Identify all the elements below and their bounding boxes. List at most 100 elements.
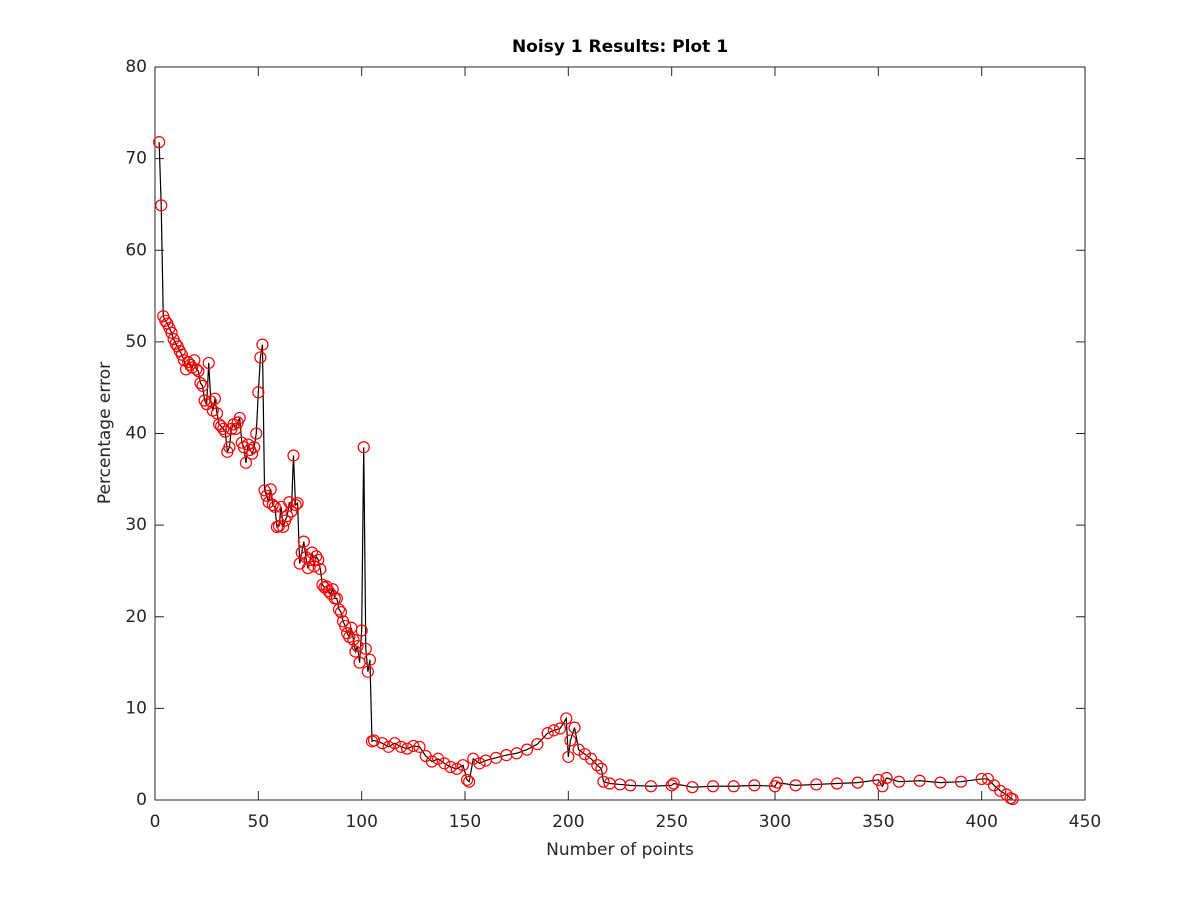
data-point <box>1006 792 1019 806</box>
data-point <box>432 752 445 765</box>
data-point <box>438 757 451 770</box>
x-tick-label: 200 <box>552 812 584 832</box>
data-point <box>192 365 205 378</box>
data-point <box>312 553 325 567</box>
data-point <box>981 772 994 786</box>
data-point <box>975 772 988 786</box>
data-point <box>361 665 374 678</box>
data-point <box>165 326 178 339</box>
data-point <box>250 427 263 440</box>
data-point <box>456 759 470 772</box>
data-point <box>179 363 193 376</box>
x-tick-label: 150 <box>449 812 481 832</box>
data-point <box>892 775 906 788</box>
data-point <box>531 738 544 751</box>
data-point <box>568 721 581 734</box>
data-point <box>463 775 476 788</box>
data-point <box>376 737 389 750</box>
data-point <box>239 456 253 469</box>
data-point <box>297 535 310 548</box>
data-point <box>248 441 261 454</box>
data-point <box>229 422 242 436</box>
data-point <box>872 773 885 786</box>
data-point <box>473 757 486 770</box>
data-point <box>208 392 222 405</box>
x-tick-label: 450 <box>1069 812 1101 832</box>
data-point <box>301 562 315 575</box>
chart-title: Noisy 1 Results: Plot 1 <box>512 37 728 57</box>
y-tick-label: 20 <box>125 607 147 627</box>
data-point <box>880 771 893 785</box>
data-point <box>223 441 236 454</box>
data-point <box>934 776 947 789</box>
data-point <box>444 760 457 774</box>
data-point <box>155 199 168 212</box>
x-tick-label: 350 <box>862 812 894 832</box>
data-point <box>591 759 604 772</box>
data-point <box>153 136 166 149</box>
data-point <box>367 734 381 747</box>
data-point <box>541 727 554 740</box>
data-point <box>175 348 188 361</box>
y-tick-label: 10 <box>125 698 147 718</box>
x-tick-label: 0 <box>150 812 161 832</box>
data-point <box>159 314 172 327</box>
y-tick-label: 40 <box>125 424 147 444</box>
data-point <box>217 422 230 436</box>
data-point <box>748 779 761 792</box>
data-point <box>355 624 368 637</box>
data-point <box>363 653 377 666</box>
data-point <box>260 489 273 502</box>
data-point <box>564 734 577 747</box>
data-point <box>562 750 575 764</box>
data-point <box>305 546 319 559</box>
data-point <box>357 441 370 454</box>
data-point <box>913 774 926 787</box>
data-point <box>268 500 281 513</box>
data-point <box>285 505 298 518</box>
data-point <box>351 639 364 653</box>
data-point <box>1000 788 1013 801</box>
data-point <box>334 606 348 619</box>
data-point <box>332 603 346 616</box>
x-tick-label: 250 <box>655 812 687 832</box>
data-point <box>954 775 968 788</box>
data-point <box>994 784 1007 797</box>
x-tick-label: 400 <box>965 812 997 832</box>
data-point <box>727 780 740 793</box>
data-point <box>303 553 317 567</box>
data-point <box>283 496 296 509</box>
data-point <box>401 742 414 755</box>
x-tick-label: 50 <box>248 812 270 832</box>
data-point <box>291 497 304 510</box>
x-tick-label: 100 <box>345 812 377 832</box>
data-point <box>553 722 567 735</box>
data-point <box>560 712 573 725</box>
data-point <box>407 739 420 753</box>
data-point <box>264 483 277 496</box>
data-point <box>770 776 784 789</box>
data-point <box>233 411 246 425</box>
data-point <box>578 748 591 761</box>
data-point <box>382 740 395 753</box>
data-point <box>190 363 203 376</box>
data-point <box>686 781 699 794</box>
data-point <box>667 777 680 790</box>
y-tick-label: 70 <box>125 149 147 169</box>
y-tick-label: 50 <box>125 332 147 352</box>
data-point <box>359 642 372 655</box>
data-point <box>277 520 290 534</box>
data-point <box>196 379 209 392</box>
data-point <box>665 779 678 792</box>
data-point <box>547 724 560 737</box>
data-point <box>413 740 426 753</box>
data-point <box>339 619 352 633</box>
data-point <box>460 773 474 786</box>
data-point <box>467 752 480 765</box>
data-point <box>281 509 294 523</box>
y-tick-label: 0 <box>136 790 147 810</box>
data-point <box>520 743 534 756</box>
data-point <box>254 351 267 364</box>
